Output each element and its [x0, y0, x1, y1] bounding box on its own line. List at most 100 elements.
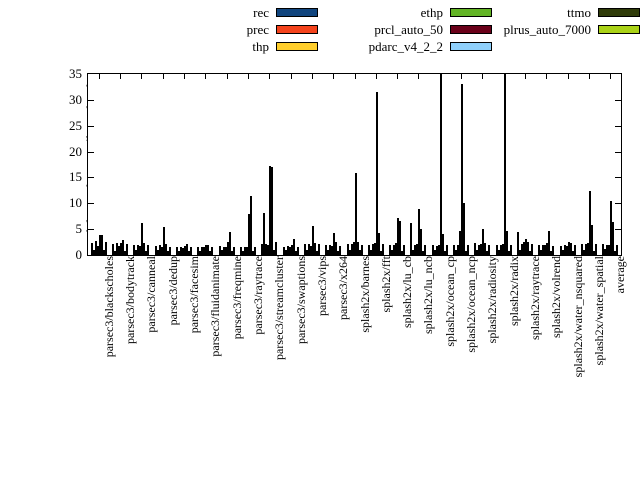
x-tick-label: parsec3/streamcluster [272, 256, 287, 360]
x-tick-mark [333, 250, 335, 255]
bar [595, 244, 598, 255]
bar [199, 250, 202, 255]
bar [113, 250, 116, 255]
y-tick-mark [615, 203, 621, 205]
x-tick-label: splash2x/radiosity [485, 256, 500, 344]
legend-entry[interactable]: prec [158, 21, 318, 38]
bar [348, 249, 351, 255]
x-tick-label: splash2x/lu_ncb [421, 256, 436, 334]
chart-legend: rec prec thp ethp prcl_auto_50 pdarc_v4_2_2 tt… [0, 0, 640, 62]
bar [352, 241, 355, 255]
bar [102, 250, 105, 255]
bar [589, 190, 592, 255]
legend-label: prcl_auto_50 [374, 22, 443, 37]
bar [98, 234, 101, 255]
x-tick-mark [226, 74, 228, 79]
bar [104, 242, 107, 255]
legend-entry[interactable]: ethp [320, 4, 492, 21]
bar [573, 245, 576, 255]
bar [410, 223, 413, 255]
bar [123, 250, 126, 255]
bar [117, 246, 120, 255]
bar [505, 231, 508, 255]
bar [111, 244, 114, 255]
x-tick-label: splash2x/water_spatial [592, 256, 607, 366]
legend-entry[interactable]: pdarc_v4_2_2 [320, 38, 492, 55]
bar [478, 244, 481, 255]
bar [218, 246, 221, 255]
bar [433, 250, 436, 255]
x-tick-mark [503, 250, 505, 255]
x-tick-mark [546, 74, 548, 79]
bar [333, 233, 336, 255]
bar [141, 223, 144, 255]
bar [164, 244, 167, 255]
bar [263, 212, 266, 255]
x-tick-label: parsec3/fluidanimate [208, 256, 223, 357]
bar [501, 243, 504, 255]
legend-swatch-ethp [450, 8, 492, 17]
bar [125, 243, 128, 255]
legend-swatch-thp [276, 42, 318, 51]
x-tick-mark [183, 250, 185, 255]
x-tick-mark [98, 74, 100, 79]
legend-label: prec [246, 22, 269, 37]
bar [175, 246, 178, 255]
y-tick-label: 5 [75, 221, 83, 237]
x-tick-mark [567, 74, 569, 79]
bar [546, 243, 549, 255]
bar [612, 222, 615, 255]
x-tick-label: parsec3/facesim [186, 256, 201, 334]
legend-entry[interactable]: ttmo [470, 4, 640, 21]
bar [203, 247, 206, 255]
bar [377, 232, 380, 255]
bar [269, 166, 272, 255]
plot-inner [88, 74, 621, 255]
bar [521, 244, 524, 255]
bar [445, 244, 448, 255]
bar [369, 250, 372, 255]
bar [441, 233, 444, 255]
x-tick-label: splash2x/lu_cb [400, 256, 415, 328]
x-tick-mark [141, 250, 143, 255]
bar [559, 246, 562, 255]
bar [133, 244, 136, 255]
bar [313, 242, 316, 255]
bar [315, 250, 318, 255]
y-tick-label: 0 [75, 247, 83, 262]
y-tick-mark [88, 177, 94, 179]
bar [373, 242, 376, 255]
x-tick-mark [269, 74, 271, 79]
bar [135, 249, 138, 255]
y-tick-mark [615, 99, 621, 101]
bar [420, 228, 423, 255]
x-tick-mark [610, 250, 612, 255]
bar [230, 251, 233, 255]
bar [181, 247, 184, 255]
bar [177, 250, 180, 255]
legend-entry[interactable]: rec [158, 4, 318, 21]
x-tick-mark [503, 74, 505, 79]
bar [207, 244, 210, 255]
bar [327, 250, 330, 255]
bar [158, 245, 161, 255]
bar [563, 244, 566, 255]
legend-swatch-ttmo [598, 8, 640, 17]
y-tick-mark [88, 99, 94, 101]
y-tick-label: 15 [69, 169, 82, 185]
y-tick-mark [88, 203, 94, 205]
bar [205, 244, 208, 255]
legend-entry[interactable]: thp [158, 38, 318, 55]
x-tick-mark [226, 250, 228, 255]
bar [247, 214, 250, 255]
legend-entry[interactable]: plrus_auto_7000 [470, 21, 640, 38]
y-tick-label: 30 [69, 91, 82, 107]
legend-entry[interactable]: prcl_auto_50 [320, 21, 492, 38]
y-tick-mark [615, 125, 621, 127]
bar [292, 238, 295, 255]
bar [245, 247, 248, 255]
bar [486, 250, 489, 255]
bar [395, 242, 398, 255]
bar [422, 250, 425, 255]
bar [587, 243, 590, 255]
